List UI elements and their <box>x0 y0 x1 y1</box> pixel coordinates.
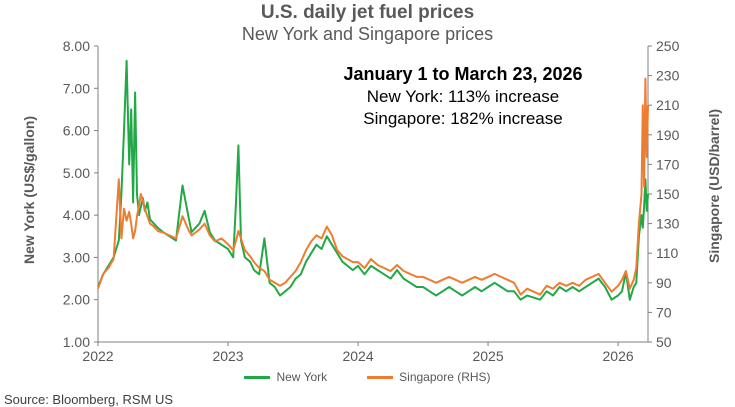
y-tick-label-left: 1.00 <box>63 334 90 350</box>
legend-item-singapore: Singapore (RHS) <box>367 370 491 384</box>
legend-swatch-singapore <box>367 375 394 379</box>
y-tick-label-left: 2.00 <box>63 292 90 308</box>
y-axis-label-left: New York (US$/gallon) <box>21 115 37 265</box>
y-tick-label-right: 170 <box>656 156 680 172</box>
y-tick-label-left: 6.00 <box>63 123 90 139</box>
annotation-new-york: New York: 113% increase <box>366 87 560 106</box>
legend-item-new-york: New York <box>244 370 327 384</box>
chart-title: U.S. daily jet fuel prices <box>260 2 475 23</box>
y-tick-label-right: 50 <box>656 334 672 350</box>
y-tick-label-right: 90 <box>656 275 672 291</box>
legend-label-new-york: New York <box>276 370 328 384</box>
y-tick-label-right: 70 <box>656 304 672 320</box>
y-tick-label-right: 230 <box>656 68 680 84</box>
series-line-singapore <box>97 77 649 296</box>
y-axis-label-right: Singapore (USD/barrel) <box>706 108 722 264</box>
annotation-box: January 1 to March 23, 2026 New York: 11… <box>318 63 608 130</box>
y-tick-label-right: 250 <box>656 38 680 54</box>
x-tick-label: 2023 <box>212 348 243 364</box>
legend-label-singapore: Singapore (RHS) <box>399 370 491 384</box>
x-tick-label: 2022 <box>82 348 113 364</box>
y-tick-label-left: 4.00 <box>63 207 90 223</box>
annotation-headline: January 1 to March 23, 2026 <box>343 64 583 84</box>
y-tick-label-right: 110 <box>656 245 679 261</box>
y-tick-label-right: 130 <box>656 216 680 232</box>
x-tick-label: 2025 <box>472 348 503 364</box>
series-line-new-york <box>97 59 649 301</box>
legend-swatch-new-york <box>244 375 271 379</box>
y-tick-label-right: 190 <box>656 127 680 143</box>
chart-legend: New York Singapore (RHS) <box>0 370 735 384</box>
x-tick-label: 2026 <box>603 348 634 364</box>
y-tick-label-left: 7.00 <box>63 80 90 96</box>
y-tick-label-left: 3.00 <box>63 249 90 265</box>
x-tick-label: 2024 <box>342 348 373 364</box>
y-tick-label-left: 8.00 <box>63 38 90 54</box>
y-tick-label-right: 150 <box>656 186 680 202</box>
y-tick-label-left: 5.00 <box>63 165 90 181</box>
annotation-singapore: Singapore: 182% increase <box>363 109 563 128</box>
chart-subtitle: New York and Singapore prices <box>241 24 494 44</box>
y-tick-label-right: 210 <box>656 97 680 113</box>
